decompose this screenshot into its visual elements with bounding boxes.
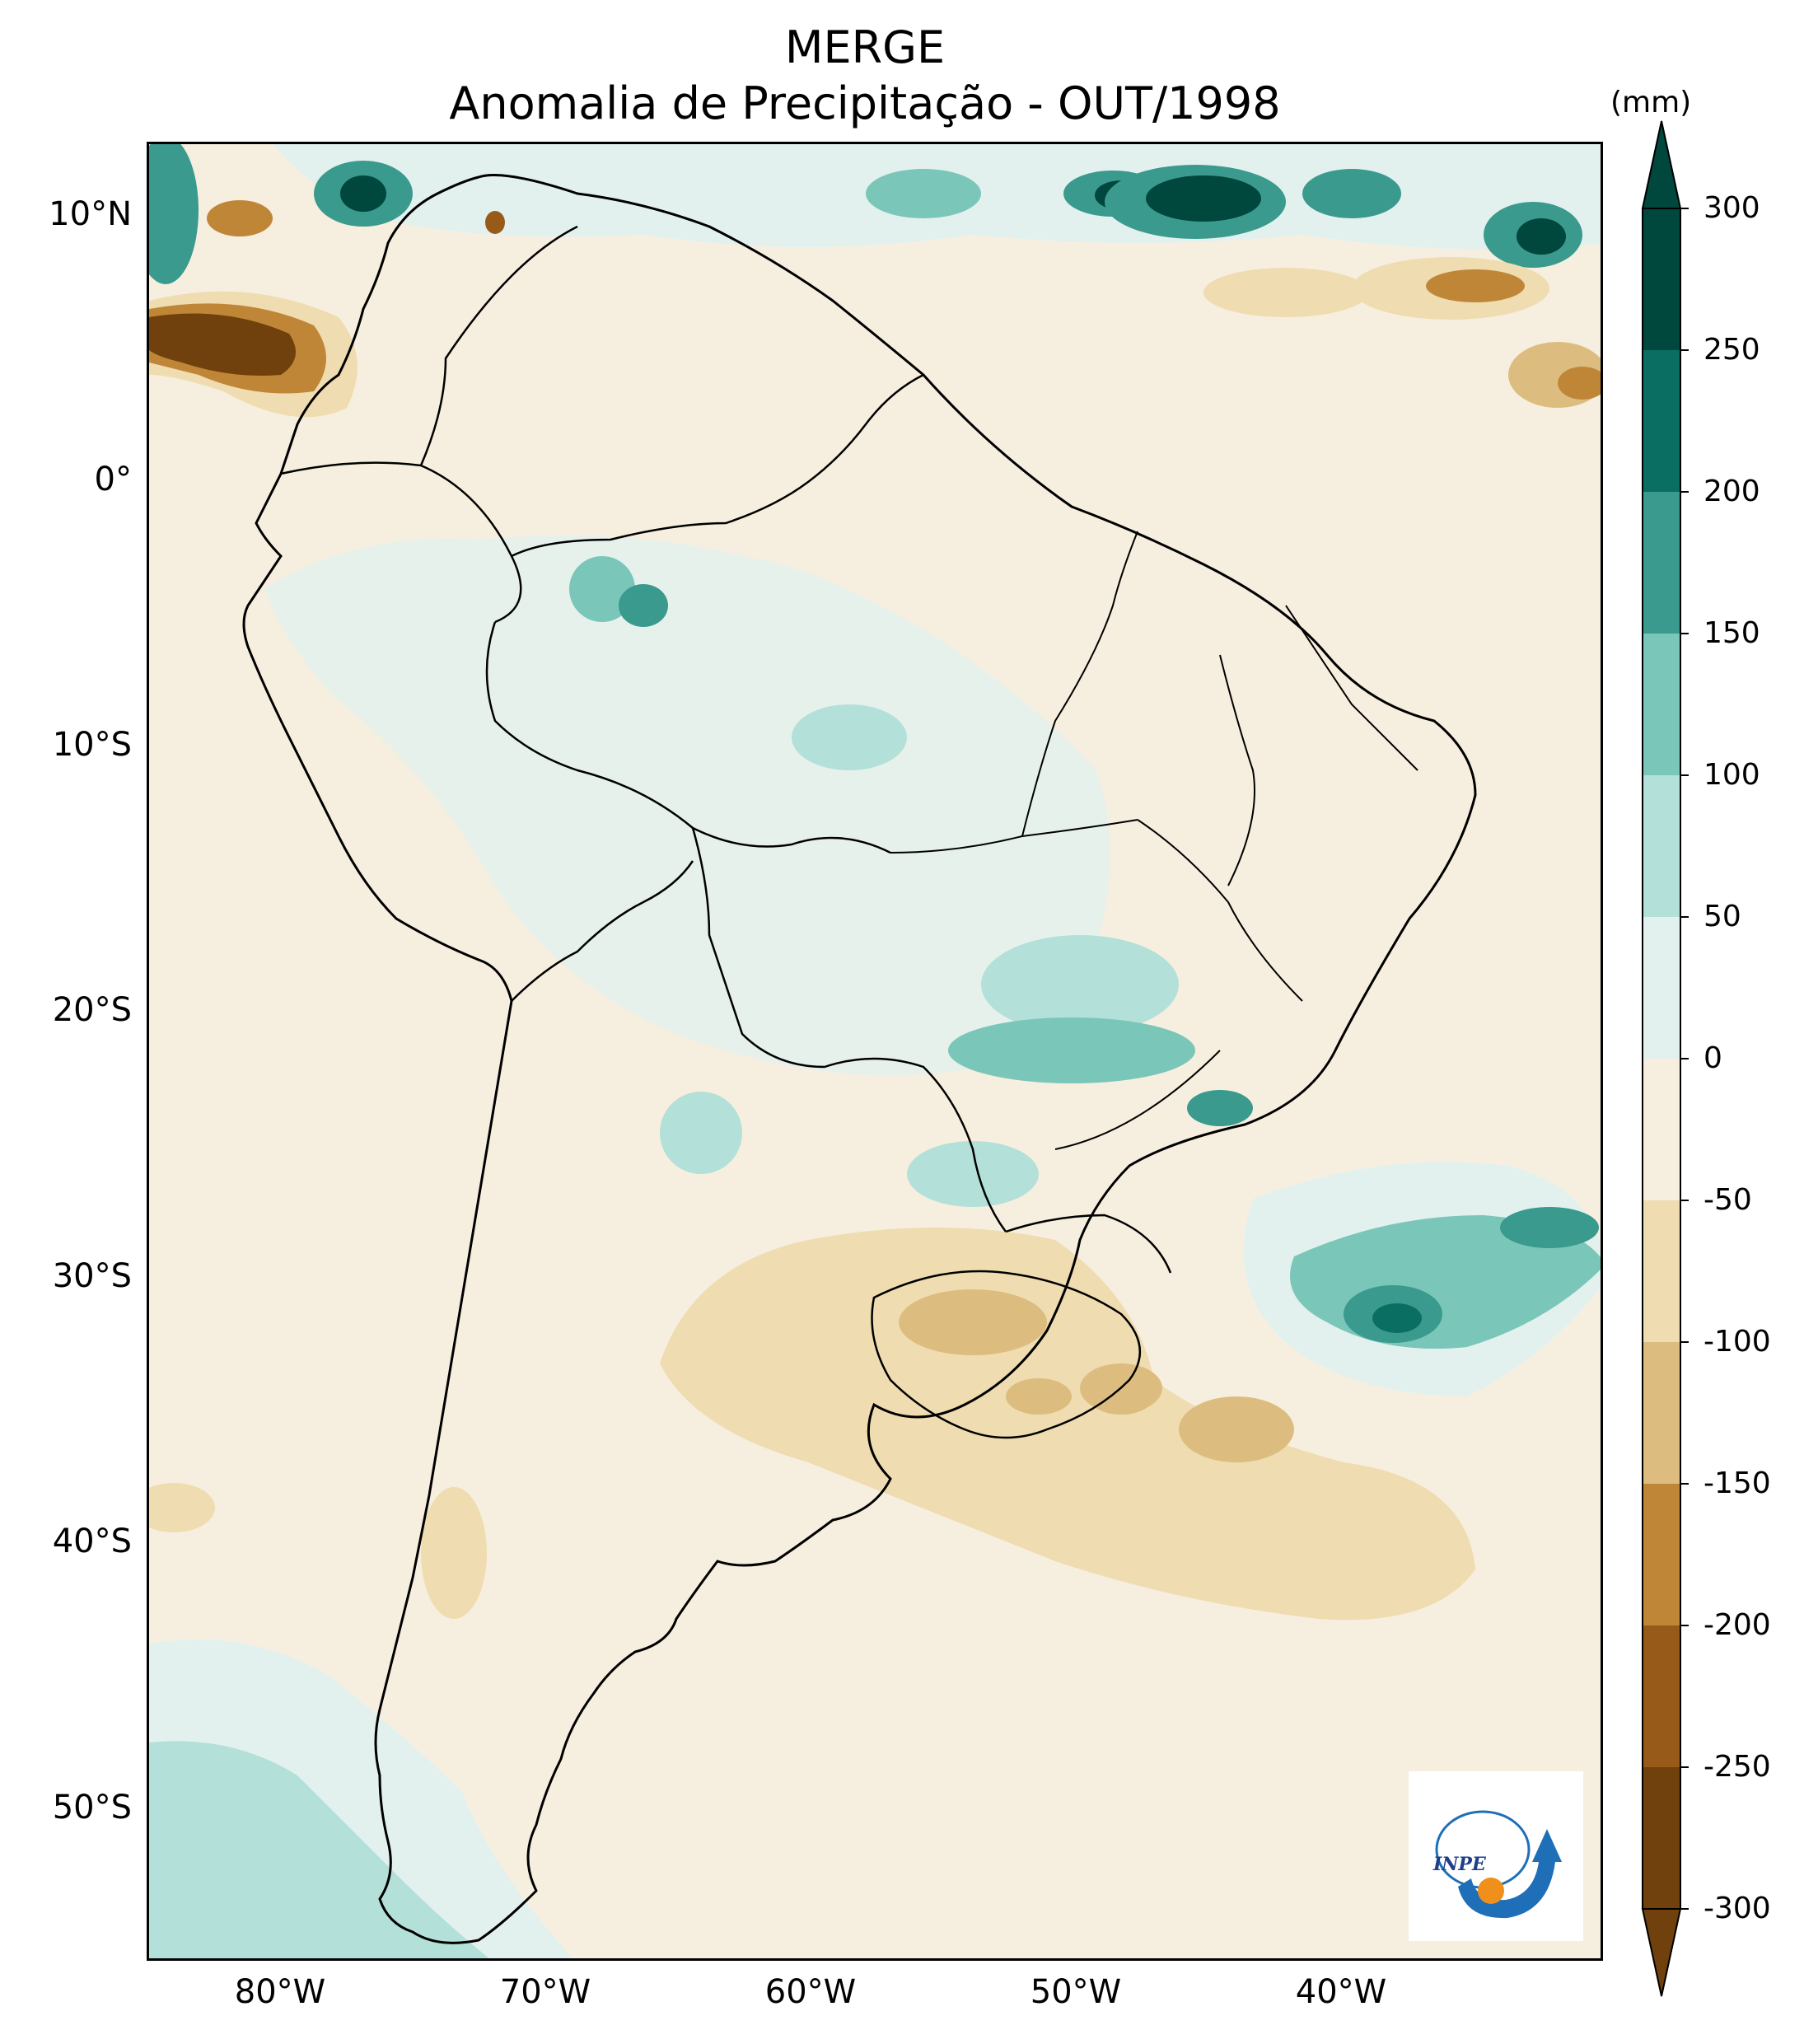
map-subtitle: Anomalia de Precipitação - OUT/1998	[449, 77, 1281, 129]
colorbar-segment	[1643, 1342, 1680, 1484]
lon-tick-label: 80°W	[234, 1973, 326, 2011]
country-border	[419, 225, 578, 466]
colorbar-segment	[1643, 1625, 1680, 1767]
colorbar-tick-label: 100	[1704, 758, 1760, 792]
state-border	[1021, 531, 1138, 837]
anomaly-area	[981, 935, 1179, 1034]
anomaly-area	[660, 1228, 1475, 1621]
colorbar-segment	[1643, 1484, 1680, 1625]
anomaly-area	[264, 536, 1110, 1075]
lat-tick-label: 40°S	[52, 1522, 132, 1560]
country-border	[485, 621, 891, 854]
colorbar-tick-label: 300	[1704, 191, 1760, 225]
colorbar-tick-label: 50	[1704, 900, 1741, 933]
anomaly-area	[340, 175, 386, 212]
country-border	[691, 827, 1007, 1232]
logo-dot	[1478, 1878, 1504, 1904]
anomaly-area	[421, 1487, 487, 1619]
lon-tick-label: 60°W	[764, 1973, 857, 2011]
anomaly-area	[660, 1092, 742, 1174]
inpe-logo-graphic	[1435, 1810, 1562, 1919]
colorbar-tick-label: -250	[1704, 1750, 1771, 1784]
anomaly-area	[1179, 1396, 1294, 1462]
anomaly-area	[1302, 169, 1401, 218]
anomaly-area	[619, 584, 668, 627]
anomaly-area	[792, 704, 907, 770]
colorbar-segment	[1643, 492, 1680, 634]
anomaly-area	[1006, 1378, 1072, 1415]
lat-tick-label: 50°S	[52, 1789, 132, 1827]
lat-tick-label: 0°	[94, 461, 132, 498]
anomaly-area	[1203, 268, 1368, 317]
state-border	[1054, 1050, 1221, 1150]
lon-tick-label: 70°W	[499, 1973, 591, 2011]
anomaly-area	[1187, 1090, 1253, 1126]
state-border	[890, 819, 1138, 854]
logo-text: INPE	[1433, 1854, 1486, 1875]
anomaly-area	[1517, 218, 1566, 255]
lat-tick-label: 10°S	[52, 726, 132, 764]
colorbar-tick-label: -300	[1704, 1892, 1771, 1925]
colorbar-unit: (mm)	[1610, 86, 1692, 119]
lat-tick-label: 10°N	[49, 195, 132, 233]
anomaly-area	[907, 1141, 1039, 1207]
colorbar-segment	[1643, 775, 1680, 917]
state-border	[1005, 1214, 1172, 1274]
lon-tick-label: 50°W	[1030, 1973, 1122, 2011]
anomaly-area	[149, 313, 296, 376]
colorbar-segment	[1643, 208, 1680, 350]
colorbar-segment	[1643, 1059, 1680, 1200]
colorbar-tick-label: 200	[1704, 475, 1760, 508]
colorbar-tick-label: 250	[1704, 333, 1760, 367]
country-border	[511, 373, 924, 558]
logo-orbit-shape	[1435, 1810, 1531, 1889]
anomaly-area	[899, 1289, 1047, 1355]
anomaly-area	[149, 1741, 489, 1958]
anomaly-area	[1146, 175, 1261, 222]
colorbar-segment	[1643, 1200, 1680, 1342]
state-border	[1285, 605, 1418, 771]
map-title: MERGE	[784, 21, 946, 73]
anomaly-area	[485, 211, 505, 234]
coastline	[242, 174, 1477, 1944]
colorbar-extend-top	[1641, 120, 1682, 209]
anomaly-area	[948, 1017, 1195, 1083]
colorbar-tick-label: 0	[1704, 1041, 1722, 1075]
anomaly-area	[149, 1483, 215, 1532]
colorbar-tick-label: -50	[1704, 1183, 1752, 1217]
logo-arrow-shape	[1458, 1829, 1562, 1919]
colorbar-tick-label: 150	[1704, 616, 1760, 650]
map-plot-area	[147, 142, 1603, 1961]
colorbar-segment	[1643, 917, 1680, 1059]
colorbar-tick-label: -100	[1704, 1325, 1771, 1359]
colorbar-extend-bottom	[1641, 1908, 1682, 1997]
anomaly-area	[866, 169, 981, 218]
colorbar-tick-label: -200	[1704, 1608, 1771, 1642]
anomaly-area	[1426, 269, 1525, 302]
state-border	[1219, 654, 1255, 886]
inpe-logo: INPE	[1409, 1771, 1583, 1941]
anomaly-map	[149, 144, 1601, 1958]
country-border	[280, 461, 522, 624]
colorbar-segment	[1643, 350, 1680, 492]
country-border	[511, 860, 694, 1002]
state-border	[1137, 819, 1303, 1002]
colorbar	[1641, 120, 1689, 1997]
lat-tick-label: 30°S	[52, 1257, 132, 1295]
lon-tick-label: 40°W	[1295, 1973, 1387, 2011]
anomaly-area	[1558, 367, 1601, 400]
colorbar-segment	[1643, 634, 1680, 775]
state-border	[871, 1270, 1142, 1439]
anomaly-area	[1500, 1207, 1599, 1248]
anomaly-area	[207, 200, 273, 236]
colorbar-tick-label: -150	[1704, 1466, 1771, 1500]
colorbar-segment	[1643, 1767, 1680, 1909]
lat-tick-label: 20°S	[52, 991, 132, 1029]
anomaly-area	[1372, 1303, 1422, 1333]
anomaly-area	[149, 144, 199, 284]
